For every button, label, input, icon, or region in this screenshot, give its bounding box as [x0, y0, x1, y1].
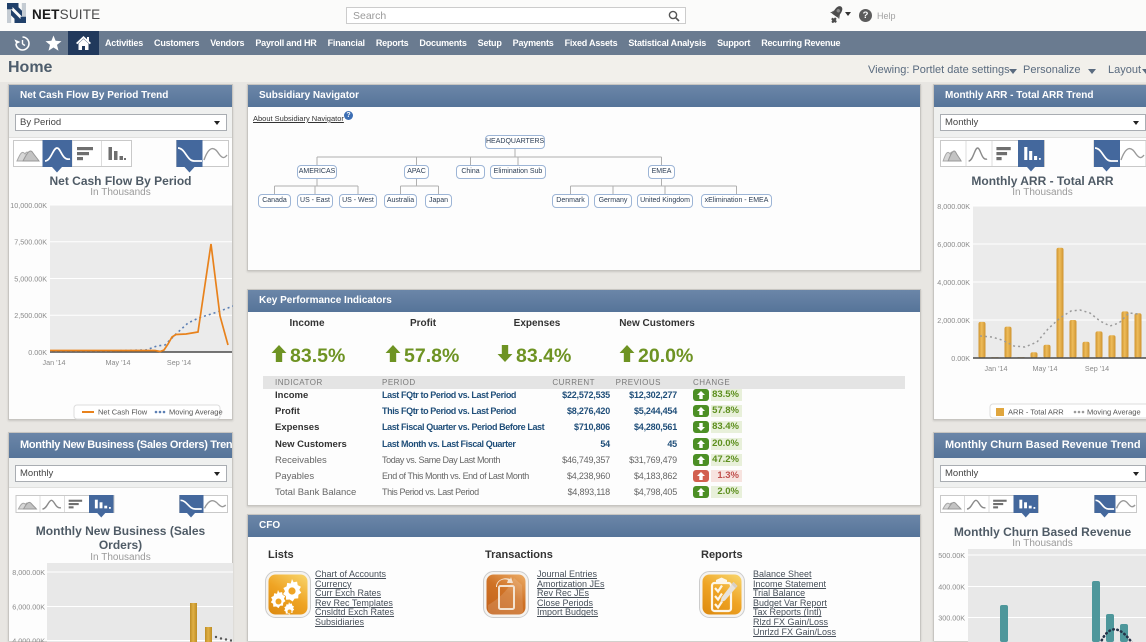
svg-text:Net Cash Flow: Net Cash Flow — [98, 408, 148, 417]
svg-text:10,000.00K: 10,000.00K — [10, 201, 47, 210]
svg-text:5,000.00K: 5,000.00K — [14, 275, 47, 284]
svg-text:6,000.00K: 6,000.00K — [937, 240, 970, 249]
svg-text:Jan '14: Jan '14 — [43, 358, 66, 367]
svg-text:ARR - Total ARR: ARR - Total ARR — [1008, 408, 1064, 417]
svg-text:8,000.00K: 8,000.00K — [12, 568, 45, 577]
svg-text:2,500.00K: 2,500.00K — [14, 311, 47, 320]
svg-text:Sep '14: Sep '14 — [1085, 364, 1109, 373]
svg-text:2,000.00K: 2,000.00K — [937, 316, 970, 325]
svg-text:Jan '14: Jan '14 — [985, 364, 1008, 373]
svg-text:May '14: May '14 — [106, 358, 131, 367]
svg-text:Sep '14: Sep '14 — [167, 358, 191, 367]
svg-text:300.00K: 300.00K — [938, 614, 965, 623]
svg-text:4,000.00K: 4,000.00K — [937, 278, 970, 287]
svg-text:Moving Average: Moving Average — [1087, 408, 1141, 417]
svg-text:0.00K: 0.00K — [951, 354, 970, 363]
svg-text:400.00K: 400.00K — [938, 583, 965, 592]
svg-text:May '14: May '14 — [1033, 364, 1058, 373]
svg-text:500.00K: 500.00K — [938, 551, 965, 560]
svg-text:7,500.00K: 7,500.00K — [14, 238, 47, 247]
svg-text:8,000.00K: 8,000.00K — [937, 202, 970, 211]
svg-text:6,000.00K: 6,000.00K — [12, 603, 45, 612]
svg-text:4,000.00K: 4,000.00K — [12, 637, 45, 642]
svg-text:Moving Average: Moving Average — [169, 408, 223, 417]
svg-text:0.00K: 0.00K — [28, 348, 47, 357]
